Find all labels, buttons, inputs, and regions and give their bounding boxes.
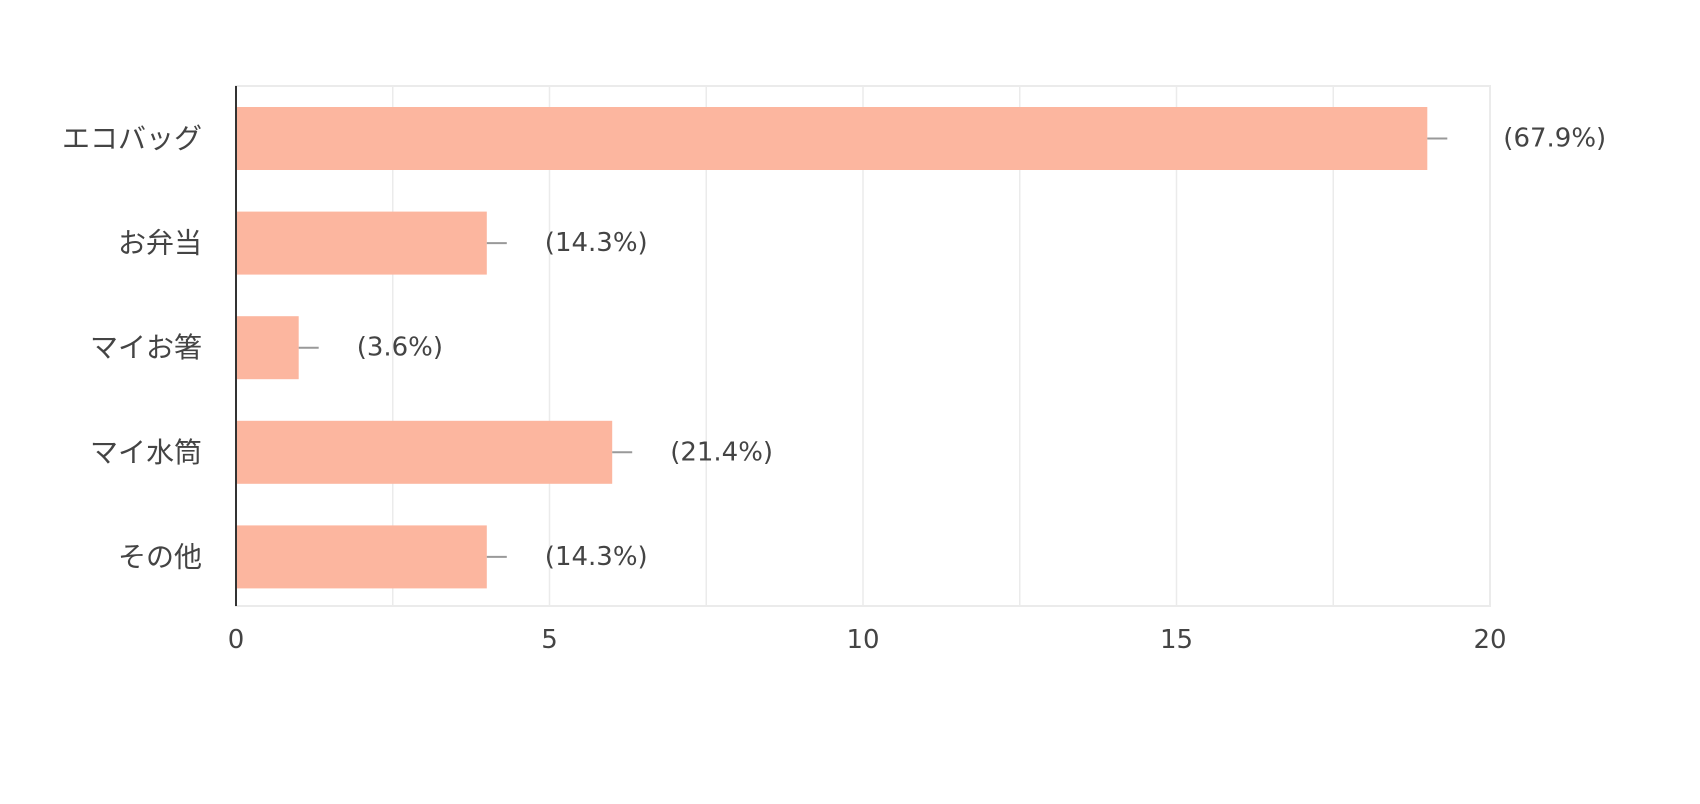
category-label: その他 bbox=[118, 540, 202, 573]
bar bbox=[236, 525, 487, 589]
x-tick-label: 10 bbox=[846, 625, 879, 655]
x-tick-label: 5 bbox=[541, 625, 558, 655]
data-label: (3.6%) bbox=[357, 333, 443, 363]
data-label: (14.3%) bbox=[545, 542, 648, 572]
data-label: (67.9%) bbox=[1503, 124, 1606, 154]
bar bbox=[236, 420, 613, 484]
bar bbox=[236, 211, 487, 275]
category-label: お弁当 bbox=[118, 227, 202, 260]
x-tick-label: 0 bbox=[228, 625, 245, 655]
x-tick-label: 15 bbox=[1160, 625, 1193, 655]
category-label: エコバッグ bbox=[62, 122, 202, 155]
x-tick-label: 20 bbox=[1473, 625, 1506, 655]
data-label: (21.4%) bbox=[670, 437, 773, 467]
category-label: マイお箸 bbox=[90, 331, 202, 364]
category-label: マイ水筒 bbox=[90, 436, 202, 469]
data-label: (14.3%) bbox=[545, 228, 648, 258]
bar bbox=[236, 107, 1428, 170]
bar bbox=[236, 316, 299, 380]
